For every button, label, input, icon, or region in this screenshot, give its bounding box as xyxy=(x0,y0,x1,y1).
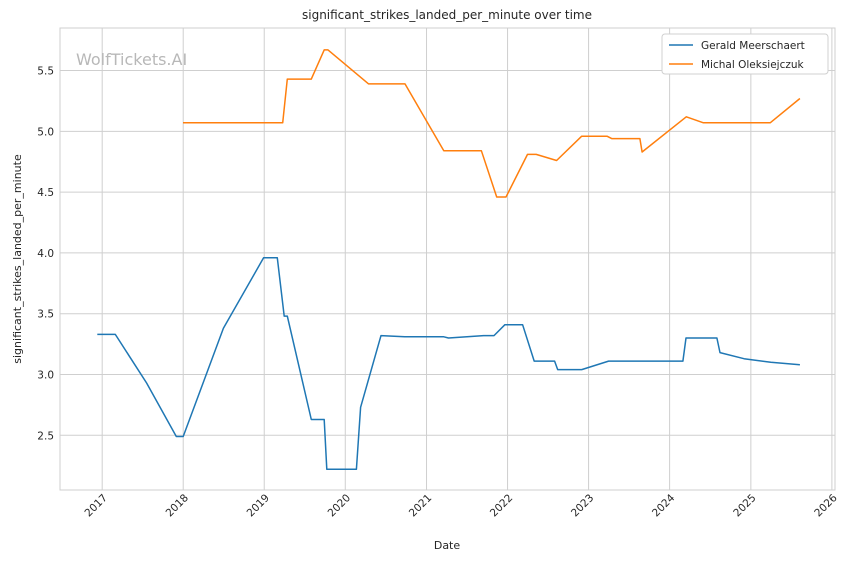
x-tick-label: 2026 xyxy=(812,492,840,520)
legend-label-michal-oleksiejczuk: Michal Oleksiejczuk xyxy=(701,59,805,71)
x-tick-label: 2022 xyxy=(488,492,515,519)
chart-title: significant_strikes_landed_per_minute ov… xyxy=(302,8,592,22)
grid-lines xyxy=(60,28,835,490)
x-tick-label: 2019 xyxy=(245,492,272,519)
y-tick-label: 3.5 xyxy=(37,309,54,321)
legend-box xyxy=(661,33,829,75)
x-tick-label: 2017 xyxy=(83,492,110,519)
x-tick-label: 2025 xyxy=(731,492,758,519)
y-axis-label: significant_strikes_landed_per_minute xyxy=(11,154,24,364)
y-tick-label: 4.0 xyxy=(37,248,54,260)
x-tick-label: 2021 xyxy=(407,492,434,519)
series-line-michal-oleksiejczuk xyxy=(183,49,801,198)
y-axis-ticks: 2.5 3.0 3.5 4.0 4.5 5.0 5.5 xyxy=(37,66,54,443)
y-tick-label: 5.5 xyxy=(37,66,54,78)
watermark-text: WolfTickets.AI xyxy=(76,50,187,69)
x-tick-label: 2024 xyxy=(650,492,678,520)
series-line-gerald-meerschaert xyxy=(97,257,800,471)
series-lines xyxy=(97,49,801,471)
x-axis-ticks: 2017 2018 2019 2020 2021 2022 2023 2024 2025 2026 xyxy=(83,492,840,520)
y-tick-label: 2.5 xyxy=(37,430,54,442)
x-tick-label: 2018 xyxy=(164,492,191,519)
y-tick-label: 3.0 xyxy=(37,370,54,382)
y-tick-label: 4.5 xyxy=(37,187,54,199)
x-axis-label: Date xyxy=(434,539,461,552)
y-tick-label: 5.0 xyxy=(37,126,54,138)
legend: Gerald Meerschaert Michal Oleksiejczuk xyxy=(661,33,829,75)
x-tick-label: 2023 xyxy=(569,492,596,519)
legend-label-gerald-meerschaert: Gerald Meerschaert xyxy=(701,40,805,52)
x-tick-label: 2020 xyxy=(326,492,353,519)
plot-frame xyxy=(59,27,836,491)
